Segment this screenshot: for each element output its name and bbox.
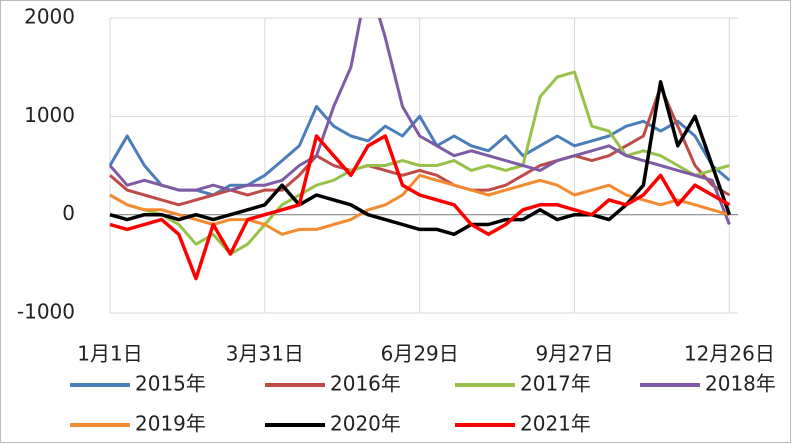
x-tick-label: 9月27日 bbox=[535, 342, 613, 366]
series-line bbox=[108, 18, 731, 226]
series-line bbox=[109, 85, 731, 207]
x-tick-label: 3月31日 bbox=[226, 342, 304, 366]
series-line bbox=[109, 134, 731, 281]
y-tick-label: 1000 bbox=[24, 103, 75, 127]
legend-label: 2016年 bbox=[330, 372, 401, 396]
y-tick-label: -1000 bbox=[17, 300, 75, 324]
legend-label: 2018年 bbox=[705, 372, 776, 396]
legend-label: 2017年 bbox=[520, 372, 591, 396]
x-tick-label: 1月1日 bbox=[77, 342, 142, 366]
legend-label: 2015年 bbox=[135, 372, 206, 396]
y-tick-label: 2000 bbox=[24, 5, 75, 29]
y-tick-label: 0 bbox=[62, 201, 75, 225]
legend-label: 2019年 bbox=[135, 412, 206, 436]
legend-label: 2021年 bbox=[520, 412, 591, 436]
x-tick-label: 6月29日 bbox=[381, 342, 459, 366]
labels: -1000 0 1000 2000 1月1日 3月31日 6月29日 9月27日 12月26日 2… bbox=[17, 5, 776, 436]
plot-area bbox=[108, 18, 732, 281]
legend-label: 2020年 bbox=[330, 412, 401, 436]
x-tick-label: 12月26日 bbox=[684, 342, 775, 366]
